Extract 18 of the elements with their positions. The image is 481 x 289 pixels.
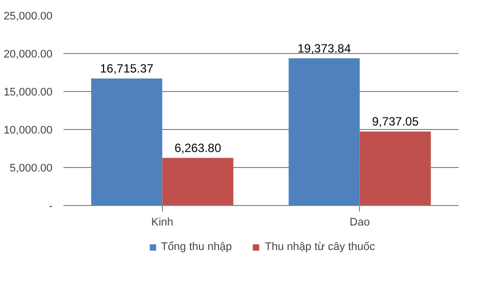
bar bbox=[162, 158, 234, 206]
data-label: 6,263.80 bbox=[174, 140, 222, 155]
y-tick-label: 15,000.00 bbox=[4, 86, 52, 98]
y-tick-label: 5,000.00 bbox=[10, 162, 53, 174]
data-label: 19,373.84 bbox=[298, 41, 352, 56]
bar bbox=[91, 78, 162, 206]
legend-label: Tổng thu nhập bbox=[160, 241, 232, 253]
x-tick-label: Dao bbox=[350, 216, 370, 228]
y-tick-label: - bbox=[48, 200, 53, 212]
y-tick-label: 10,000.00 bbox=[4, 124, 52, 136]
data-label: 9,737.05 bbox=[372, 114, 419, 128]
legend-label: Thu nhập từ cây thuốc bbox=[264, 241, 376, 253]
y-tick-label: 25,000.00 bbox=[4, 10, 52, 22]
data-label: 16,715.37 bbox=[100, 61, 154, 76]
x-tick-label: Kinh bbox=[151, 216, 174, 228]
bar bbox=[288, 58, 360, 206]
bar bbox=[360, 132, 431, 206]
y-tick-label: 20,000.00 bbox=[4, 48, 52, 60]
